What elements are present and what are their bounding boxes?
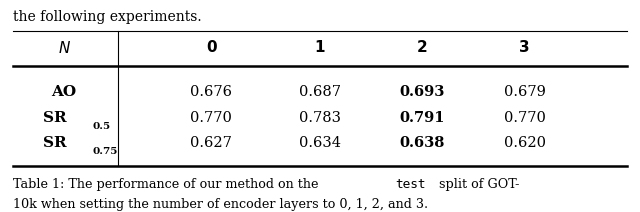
Text: 0.679: 0.679 [504, 85, 546, 99]
Text: the following experiments.: the following experiments. [13, 10, 202, 24]
Text: 10k when setting the number of encoder layers to 0, 1, 2, and 3.: 10k when setting the number of encoder l… [13, 198, 428, 211]
Text: AO: AO [51, 85, 77, 99]
Text: 1: 1 [315, 40, 325, 55]
Text: 0.693: 0.693 [400, 85, 445, 99]
Text: 0: 0 [206, 40, 216, 55]
Text: 0.791: 0.791 [399, 111, 445, 125]
Text: SR: SR [43, 136, 66, 150]
Text: 0.75: 0.75 [93, 147, 118, 156]
Text: 0.627: 0.627 [190, 136, 232, 150]
Text: 0.770: 0.770 [190, 111, 232, 125]
Text: 0.5: 0.5 [93, 122, 111, 131]
Text: test: test [396, 178, 426, 191]
Text: SR: SR [43, 111, 66, 125]
Text: 2: 2 [417, 40, 428, 55]
Text: 0.620: 0.620 [504, 136, 546, 150]
Text: split of GOT-: split of GOT- [435, 178, 520, 191]
Text: Table 1: The performance of our method on the: Table 1: The performance of our method o… [13, 178, 323, 191]
Text: 3: 3 [520, 40, 530, 55]
Text: $N$: $N$ [58, 40, 70, 56]
Text: 0.676: 0.676 [190, 85, 232, 99]
Text: 0.770: 0.770 [504, 111, 546, 125]
Text: 0.783: 0.783 [299, 111, 341, 125]
Text: 0.687: 0.687 [299, 85, 341, 99]
Text: 0.634: 0.634 [299, 136, 341, 150]
Text: 0.638: 0.638 [400, 136, 445, 150]
